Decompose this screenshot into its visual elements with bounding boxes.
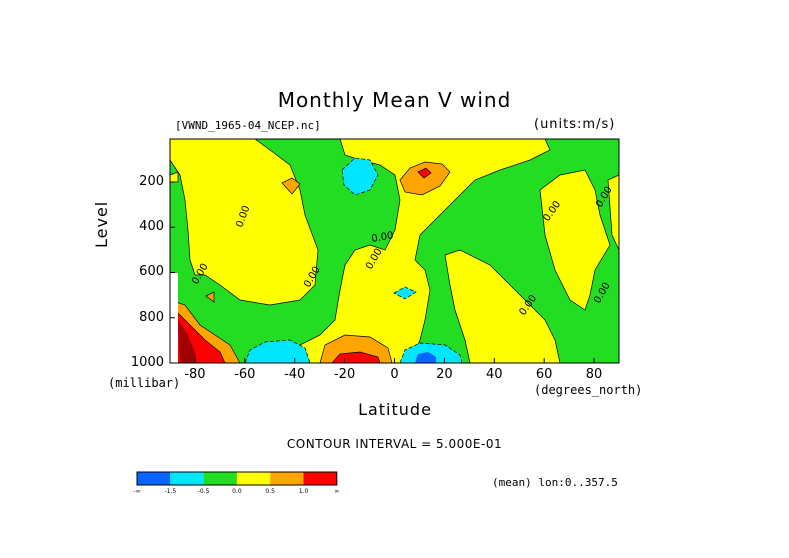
orange-blob-small — [205, 291, 215, 303]
colorbar-label: -∞ — [133, 488, 141, 495]
colorbar-swatch — [270, 472, 304, 485]
x-axis-unit: (degrees_north) — [534, 383, 643, 397]
y-tick-label: 600 — [139, 264, 164, 280]
y-tick-label: 200 — [139, 173, 164, 189]
x-tick-label: -80 — [184, 367, 206, 382]
colorbar-label: -0.5 — [197, 488, 210, 495]
mean-text: (mean) lon:0..357.5 — [492, 476, 618, 489]
y-axis-unit: (millibar) — [108, 376, 181, 390]
cyan-region-mid — [393, 286, 417, 300]
blue-core-low-center — [415, 352, 436, 363]
colorbar-swatch — [236, 472, 271, 485]
y-tick-label: 400 — [139, 219, 164, 235]
x-tick-label: 60 — [535, 367, 553, 382]
colorbar-label: 1.0 — [298, 488, 309, 495]
x-tick-label: -20 — [333, 367, 356, 382]
x-tick-label: -40 — [284, 367, 306, 382]
dataset-label: [VWND_1965-04_NCEP.nc] — [175, 119, 321, 132]
colorbar-swatch — [170, 472, 204, 485]
y-tick-label: 800 — [139, 309, 164, 325]
x-tick-label: -60 — [234, 367, 256, 382]
chart-title: Monthly Mean V wind — [277, 88, 512, 112]
x-tick-label: 40 — [485, 367, 503, 382]
x-tick-label: 20 — [436, 367, 453, 382]
colorbar-label: -1.5 — [164, 488, 177, 495]
colorbar-swatch — [303, 472, 337, 485]
colorbar-label: 0.0 — [232, 488, 242, 495]
axis-ticks — [170, 181, 595, 364]
x-axis-title: Latitude — [358, 400, 432, 419]
units-label: (units:m/s) — [534, 117, 616, 132]
x-tick-label: 0 — [390, 367, 399, 382]
x-tick-label: 80 — [585, 367, 603, 382]
colorbar-frame — [136, 471, 338, 486]
orange-peak-upper — [399, 161, 451, 196]
orange-blob-left — [281, 177, 301, 195]
yellow-region-far-right — [539, 169, 611, 311]
contour-interval-text: CONTOUR INTERVAL = 5.000E-01 — [286, 437, 503, 451]
cyan-region-low-left — [244, 339, 311, 364]
darkred-region-polar — [178, 320, 196, 363]
yellow-region-left — [169, 138, 319, 306]
contour-label: 0.00 — [371, 230, 395, 245]
red-peak-upper — [417, 167, 432, 179]
cyan-region-upper — [341, 157, 379, 196]
colorbar-swatch — [203, 472, 237, 485]
y-tick-label: 1000 — [130, 355, 164, 370]
colorbar-label: ∞ — [334, 488, 340, 495]
colorbar-label: 0.5 — [265, 488, 275, 495]
colorbar-swatch — [137, 472, 171, 485]
yellow-region-right — [444, 249, 561, 364]
